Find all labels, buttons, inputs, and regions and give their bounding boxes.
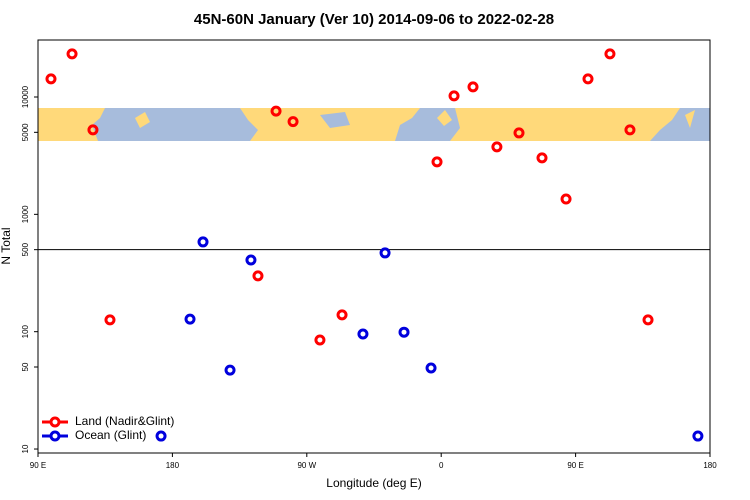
data-point <box>357 328 369 340</box>
data-point <box>45 73 57 85</box>
map-band <box>38 108 710 141</box>
data-point <box>513 127 525 139</box>
y-tick-label: 10 <box>21 444 30 453</box>
plot-frame <box>37 39 711 454</box>
data-point <box>66 48 78 60</box>
legend-label: Ocean (Glint) <box>75 428 146 442</box>
data-point <box>467 81 479 93</box>
data-point <box>197 236 209 248</box>
legend-marker <box>49 430 61 442</box>
y-tick-label: 500 <box>21 242 30 256</box>
y-tick-label: 10000 <box>21 85 30 108</box>
data-point <box>431 156 443 168</box>
data-point <box>491 141 503 153</box>
data-point <box>624 124 636 136</box>
data-point <box>314 334 326 346</box>
data-point <box>448 90 460 102</box>
data-point <box>582 73 594 85</box>
y-tick-label: 50 <box>21 362 30 371</box>
legend-label: Land (Nadir&Glint) <box>75 414 174 428</box>
x-tick-label: 0 <box>439 461 444 470</box>
x-tick-label: 180 <box>703 461 717 470</box>
data-point <box>155 430 167 442</box>
data-point <box>398 326 410 338</box>
x-axis-label: Longitude (deg E) <box>326 476 421 490</box>
data-point <box>184 313 196 325</box>
x-tick-label: 90 E <box>567 461 583 470</box>
data-point <box>245 254 257 266</box>
data-point <box>692 430 704 442</box>
x-tick-label: 90 E <box>30 461 46 470</box>
y-tick-label: 5000 <box>21 123 30 141</box>
legend-marker <box>49 416 61 428</box>
x-tick-label: 180 <box>166 461 180 470</box>
data-point <box>642 314 654 326</box>
data-point <box>104 314 116 326</box>
x-tick-label: 90 W <box>297 461 316 470</box>
data-point <box>536 152 548 164</box>
data-point <box>560 193 572 205</box>
data-point <box>425 362 437 374</box>
data-point <box>252 270 264 282</box>
data-point <box>379 247 391 259</box>
data-point <box>604 48 616 60</box>
data-point <box>87 124 99 136</box>
data-point <box>224 364 236 376</box>
y-tick-label: 100 <box>21 324 30 338</box>
data-point <box>270 105 282 117</box>
chart-title: 45N-60N January (Ver 10) 2014-09-06 to 2… <box>194 11 554 28</box>
y-axis-label: N Total <box>0 227 13 264</box>
y-tick-label: 1000 <box>21 205 30 223</box>
data-point <box>287 116 299 128</box>
data-point <box>336 309 348 321</box>
